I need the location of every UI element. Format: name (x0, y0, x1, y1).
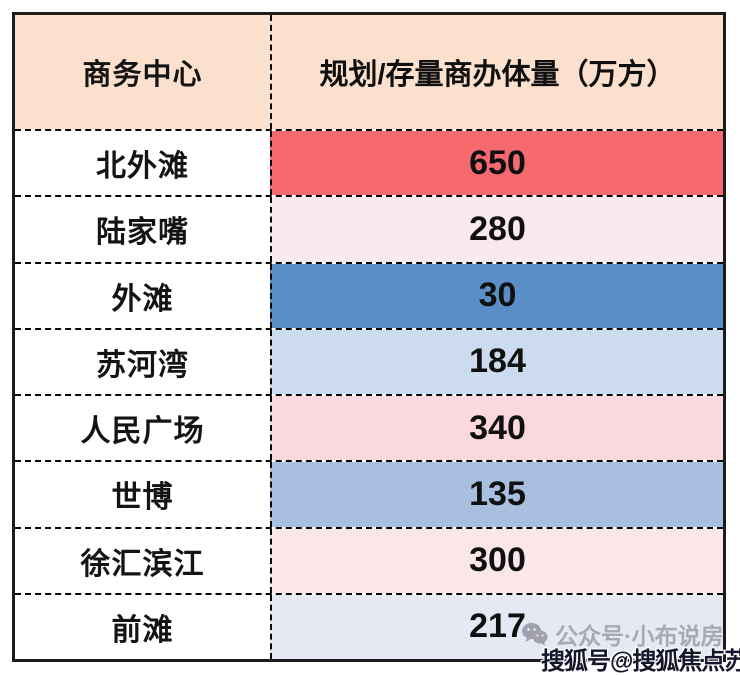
row-name: 世博 (15, 462, 270, 527)
value-cell: 184 (270, 329, 723, 394)
table-row: 陆家嘴 280 (15, 195, 723, 262)
header-business-center: 商务中心 (82, 59, 203, 91)
table-row: 徐汇滨江 300 (15, 526, 723, 593)
table-row: 外滩 30 (15, 261, 723, 328)
row-name: 北外滩 (15, 131, 270, 196)
row-name: 人民广场 (15, 396, 270, 461)
row-name: 陆家嘴 (15, 197, 270, 262)
value-cell: 217 (270, 594, 723, 659)
table-row: 苏河湾 184 (15, 327, 723, 394)
table-row: 世博 135 (15, 460, 723, 527)
value-cell: 340 (270, 396, 723, 461)
commercial-volume-table: 商务中心 规划/存量商办体量（万方） 北外滩 650 陆家嘴 280 外滩 30… (12, 12, 726, 662)
value-cell: 280 (270, 197, 723, 262)
value-cell: 650 (270, 131, 723, 196)
value-cell: 30 (270, 263, 723, 328)
value-cell: 300 (270, 528, 723, 593)
row-name: 苏河湾 (15, 329, 270, 394)
table-header-row: 商务中心 规划/存量商办体量（万方） (15, 15, 723, 129)
row-name: 徐汇滨江 (15, 528, 270, 593)
table-row: 前滩 217 (15, 592, 723, 659)
value-cell: 135 (270, 462, 723, 527)
table-row: 北外滩 650 (15, 129, 723, 196)
table-row: 人民广场 340 (15, 394, 723, 461)
row-name: 外滩 (15, 263, 270, 328)
header-volume: 规划/存量商办体量（万方） (270, 15, 723, 129)
row-name: 前滩 (15, 594, 270, 659)
